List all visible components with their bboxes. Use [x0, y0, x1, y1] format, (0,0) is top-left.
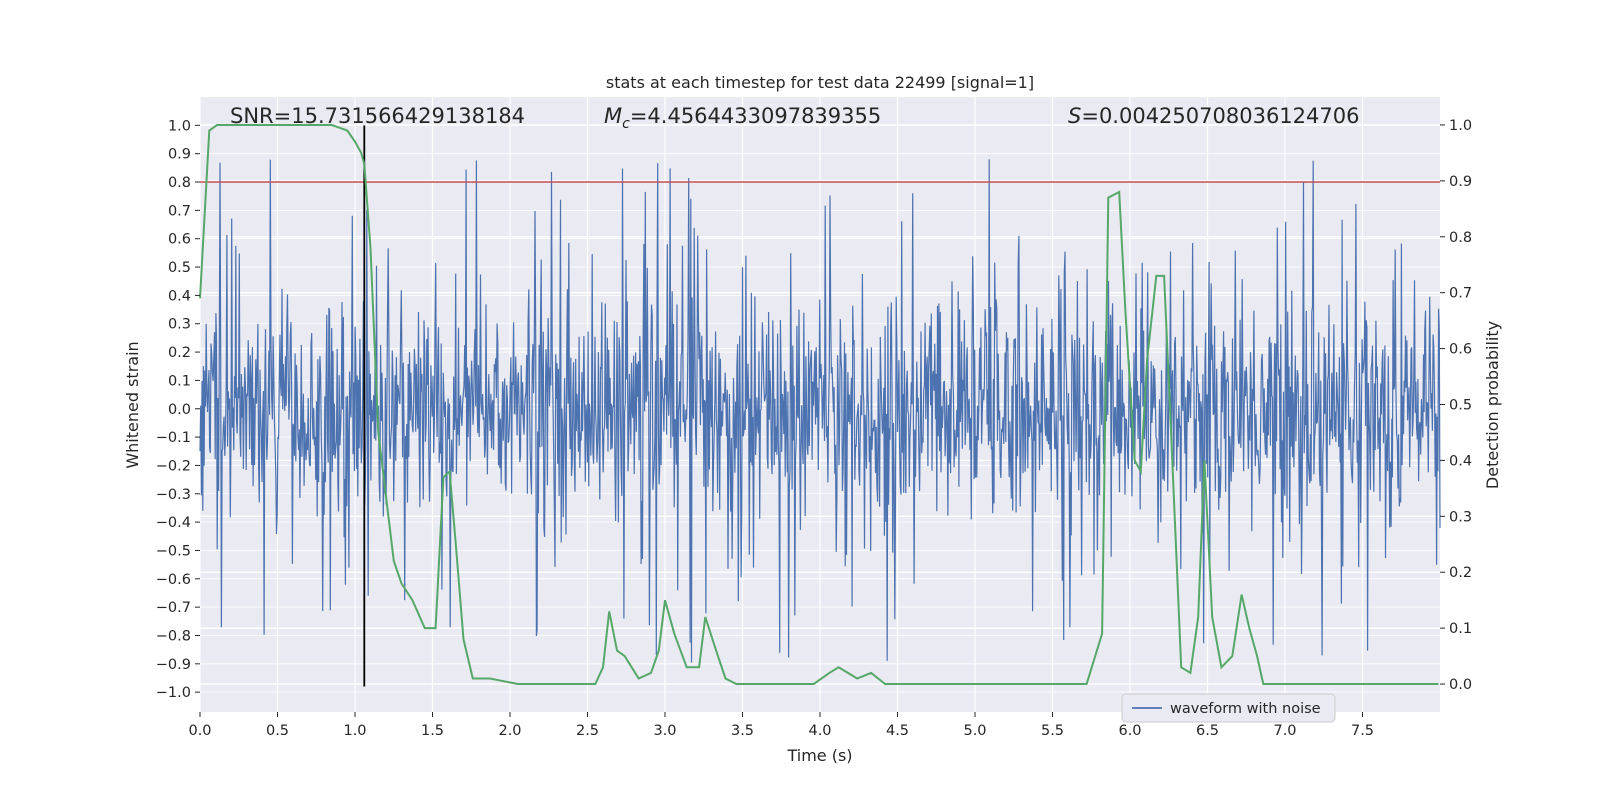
x-tick-label-8: 4.0: [808, 723, 831, 739]
y-axis-right-label: Detection probability: [1483, 321, 1502, 489]
y-left-tick-label-14: 0.4: [168, 288, 191, 304]
y-axis-left: −1.0 −0.9 −0.8 −0.7 −0.6 −0.5 −0.4 −0.3 −0.2 −0.1…: [156, 118, 200, 701]
x-tick-label-3: 1.5: [421, 723, 444, 739]
x-tick-label-7: 3.5: [731, 723, 754, 739]
chirp-mass-annotation: Mc=4.4564433097839355: [604, 104, 881, 132]
y-left-tick-label-10: 0.0: [168, 402, 191, 418]
y-right-tick-label-4: 0.4: [1449, 453, 1472, 469]
legend-box: [1121, 693, 1336, 723]
x-axis: 0.0 0.5 1.0 1.5 2.0 2.5 3.0 3.5 4.0 4.5 5.0 5.5 6.0 6…: [188, 712, 1374, 739]
y-right-tick-label-8: 0.8: [1449, 230, 1472, 246]
y-left-tick-label-11: 0.1: [168, 373, 191, 389]
y-axis-right: 0.0 0.1 0.2 0.3 0.4 0.5 0.6 0.7 0.8 0.9 1.0: [1440, 118, 1472, 693]
y-left-tick-label-19: 0.9: [168, 147, 191, 163]
chart-title: stats at each timestep for test data 224…: [606, 73, 1034, 92]
x-tick-label-5: 2.5: [576, 723, 599, 739]
x-tick-label-10: 5.0: [963, 723, 986, 739]
s-symbol: S: [1068, 104, 1081, 128]
x-tick-label-0: 0.0: [188, 723, 211, 739]
s-value: =0.004250708036124706: [1081, 104, 1359, 128]
y-left-tick-label-7: −0.3: [156, 487, 191, 503]
mc-symbol: M: [604, 104, 622, 128]
x-tick-label-4: 2.0: [498, 723, 521, 739]
y-right-tick-label-5: 0.5: [1449, 398, 1472, 414]
snr-s-annotation: S=0.004250708036124706: [1068, 104, 1359, 128]
mc-subscript: c: [622, 116, 630, 132]
y-right-tick-label-6: 0.6: [1449, 342, 1472, 358]
x-tick-label-14: 7.0: [1273, 723, 1296, 739]
y-left-tick-label-1: −0.9: [156, 657, 191, 673]
x-tick-label-2: 1.0: [343, 723, 366, 739]
y-left-tick-label-17: 0.7: [168, 203, 191, 219]
y-left-tick-label-12: 0.2: [168, 345, 191, 361]
detection-probability-line: [199, 124, 1439, 685]
grid: [199, 97, 1440, 712]
legend-entry: waveform with noise: [1170, 701, 1321, 717]
y-right-tick-label-2: 0.2: [1449, 565, 1472, 581]
y-left-tick-label-0: −1.0: [156, 685, 191, 701]
y-left-tick-label-5: −0.5: [156, 543, 191, 559]
y-left-tick-label-6: −0.4: [156, 515, 191, 531]
x-tick-label-6: 3.0: [653, 723, 676, 739]
x-tick-label-12: 6.0: [1118, 723, 1141, 739]
waveform-series: [199, 159, 1441, 663]
y-right-tick-label-7: 0.7: [1449, 286, 1472, 302]
waveform-with-noise-line: [199, 159, 1441, 663]
y-left-tick-label-3: −0.7: [156, 600, 191, 616]
y-right-tick-label-1: 0.1: [1449, 621, 1472, 637]
y-left-tick-label-18: 0.8: [168, 175, 191, 191]
snr-annotation: SNR=15.731566429138184: [230, 104, 525, 128]
y-right-tick-label-10: 1.0: [1449, 118, 1472, 134]
y-axis-left-label: Whitened strain: [123, 341, 142, 468]
x-tick-label-13: 6.5: [1196, 723, 1219, 739]
y-right-tick-label-3: 0.3: [1449, 509, 1472, 525]
y-left-tick-label-15: 0.5: [168, 260, 191, 276]
y-left-tick-label-2: −0.8: [156, 628, 191, 644]
y-left-tick-label-9: −0.1: [156, 430, 191, 446]
x-tick-label-15: 7.5: [1351, 723, 1374, 739]
x-tick-label-1: 0.5: [266, 723, 289, 739]
y-right-tick-label-0: 0.0: [1449, 677, 1472, 693]
x-axis-label: Time (s): [786, 746, 852, 765]
legend: waveform with noise: [1121, 693, 1336, 723]
y-right-tick-label-9: 0.9: [1449, 174, 1472, 190]
x-tick-label-11: 5.5: [1041, 723, 1064, 739]
y-left-tick-label-13: 0.3: [168, 317, 191, 333]
x-tick-label-9: 4.5: [886, 723, 909, 739]
mc-value: =4.4564433097839355: [630, 104, 881, 128]
y-left-tick-label-8: −0.2: [156, 458, 191, 474]
y-left-tick-label-20: 1.0: [168, 118, 191, 134]
y-left-tick-label-4: −0.6: [156, 572, 191, 588]
y-left-tick-label-16: 0.6: [168, 232, 191, 248]
